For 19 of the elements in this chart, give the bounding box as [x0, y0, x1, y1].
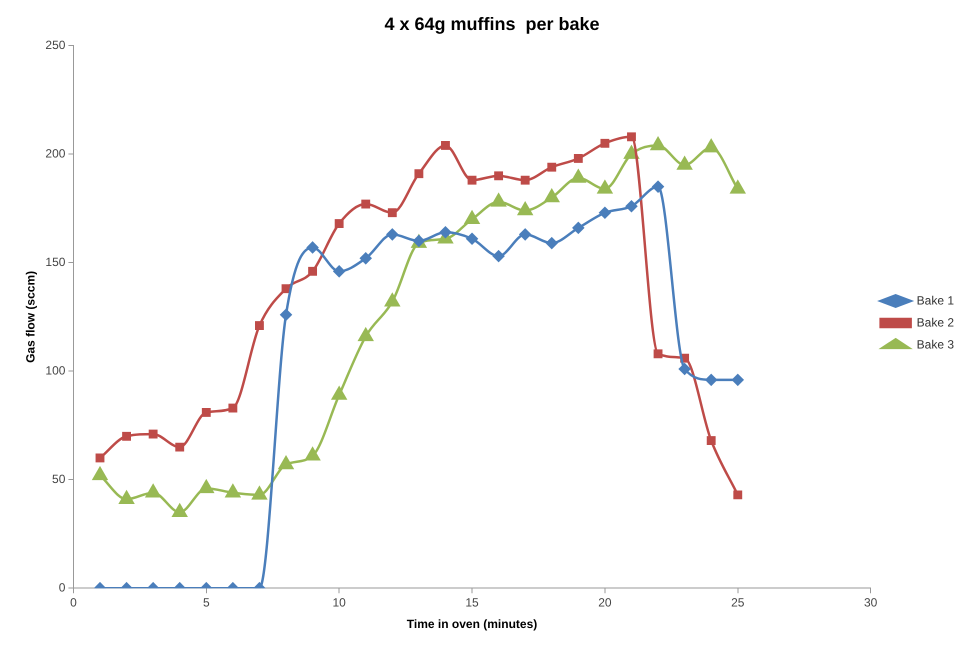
x-axis-title: Time in oven (minutes): [406, 617, 538, 632]
chart-title: 4 x 64g muffins per bake: [384, 14, 600, 34]
x-tick-label: 10: [332, 596, 346, 610]
y-tick-label: 250: [45, 38, 66, 52]
x-tick-label: 0: [70, 596, 78, 610]
legend-label: Bake 1: [916, 293, 954, 308]
x-tick-label: 5: [202, 596, 210, 610]
legend-label: Bake 3: [916, 337, 954, 352]
legend-label: Bake 2: [916, 315, 954, 330]
y-tick-label: 150: [45, 254, 66, 269]
y-tick-label: 50: [52, 472, 66, 486]
y-tick-label: 0: [58, 580, 66, 595]
x-tick-label: 15: [465, 596, 480, 610]
y-axis-title: Gas flow (sccm): [24, 270, 38, 363]
x-tick-label: 30: [864, 596, 878, 610]
y-tick-label: 100: [45, 363, 66, 378]
x-tick-label: 25: [731, 596, 745, 610]
x-tick-label: 20: [598, 596, 612, 610]
y-tick-label: 200: [45, 146, 66, 160]
